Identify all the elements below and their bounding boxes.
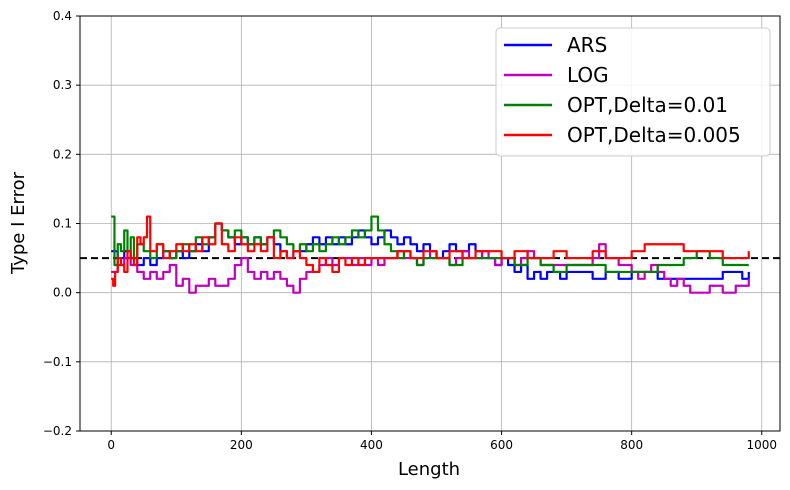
x-tick-label: 1000	[747, 438, 778, 452]
y-tick-label: 0.4	[53, 9, 72, 23]
legend-label: OPT,Delta=0.01	[567, 93, 728, 117]
y-tick-label: 0.3	[53, 78, 72, 92]
y-tick-label: 0.2	[53, 147, 72, 161]
y-tick-label: 0.1	[53, 217, 72, 231]
legend-label: OPT,Delta=0.005	[567, 123, 741, 147]
axis-ticks: 0 200 400 600 800 1000 −0.2 −0.1 0.0 0.1 0.2 0.3 0.4	[43, 9, 777, 452]
legend: ARS LOG OPT,Delta=0.01 OPT,Delta=0.005	[495, 27, 771, 157]
y-axis-label: Type I Error	[8, 171, 29, 275]
y-tick-label: −0.1	[43, 355, 72, 369]
legend-label: ARS	[567, 33, 607, 57]
x-tick-label: 800	[620, 438, 643, 452]
series-lines	[111, 215, 750, 294]
x-tick-label: 600	[490, 438, 513, 452]
legend-label: LOG	[567, 63, 609, 87]
x-tick-label: 400	[360, 438, 383, 452]
x-axis-label: Length	[398, 459, 460, 480]
x-tick-label: 0	[107, 438, 115, 452]
series-line-3	[111, 215, 750, 287]
x-tick-label: 200	[230, 438, 253, 452]
y-tick-label: 0.0	[53, 286, 72, 300]
legend-box	[495, 27, 771, 157]
y-tick-label: −0.2	[43, 424, 72, 438]
